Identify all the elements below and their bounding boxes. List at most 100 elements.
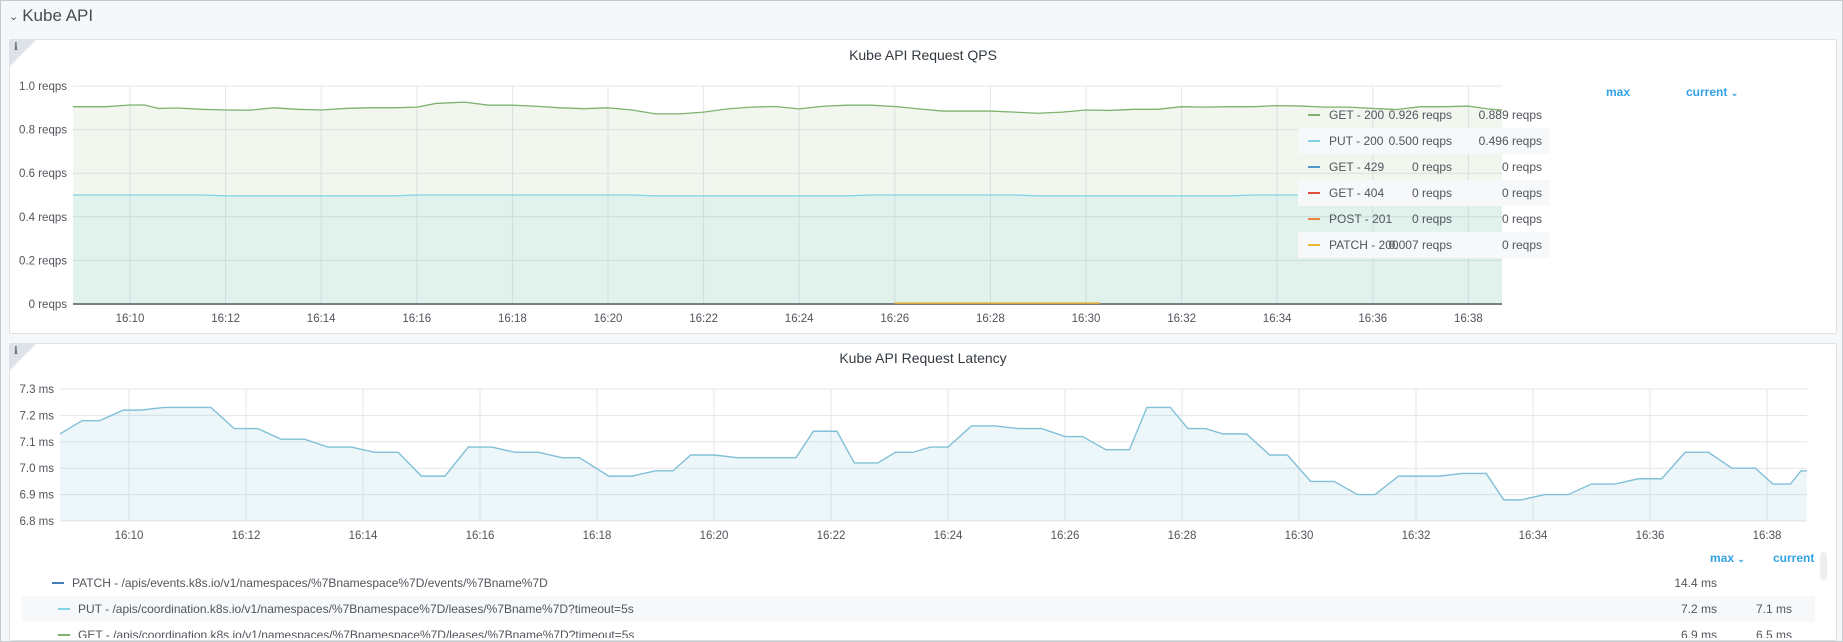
legend-swatch-icon (58, 634, 70, 636)
x-axis-label: 16:38 (1753, 530, 1782, 542)
panel-kube-api-request-latency: i Kube API Request Latency 6.8 ms 6.9 ms 7… (9, 343, 1837, 641)
series-put-200-area (73, 195, 1502, 304)
legend-row[interactable]: PUT - 200 0.496 reqps 0.500 reqps (1298, 128, 1550, 154)
y-axis-label: 0.8 reqps (19, 125, 67, 137)
legend-series-name[interactable]: GET - /apis/coordination.k8s.io/v1/names… (78, 628, 635, 638)
info-icon[interactable]: i (14, 42, 18, 53)
legend-series-name[interactable]: POST - 201 (1329, 212, 1393, 226)
panel-info-corner[interactable] (10, 344, 36, 370)
panel-info-corner[interactable] (10, 40, 36, 66)
x-axis-label: 16:10 (116, 313, 145, 325)
x-axis-label: 16:14 (307, 313, 336, 325)
x-axis-label: 16:34 (1519, 530, 1548, 542)
legend-row[interactable]: GET - 429 0 reqps 0 reqps (1298, 154, 1550, 180)
panel-kube-api-request-qps: i Kube API Request QPS 0 reqps 0.2 reqps 0… (9, 39, 1837, 334)
series-get-200-line (73, 101, 1503, 115)
legend-swatch-icon (1308, 218, 1320, 220)
legend-series-name[interactable]: PUT - /apis/coordination.k8s.io/v1/names… (78, 602, 634, 616)
sort-chevron-icon: ⌄ (1737, 554, 1745, 564)
series-put-200-line (73, 194, 1502, 197)
row-header-kube-api[interactable]: ⌄ Kube API (9, 5, 93, 27)
legend-swatch-icon (1308, 192, 1320, 194)
x-axis-label: 16:12 (232, 530, 261, 542)
legend-header-max-label: max (1710, 551, 1735, 565)
y-axis-label: 7.0 ms (19, 463, 54, 475)
legend-row[interactable]: GET - /apis/coordination.k8s.io/v1/names… (22, 622, 1815, 638)
y-axis-label: 0.4 reqps (19, 212, 67, 224)
qps-graph[interactable]: 0 reqps 0.2 reqps 0.4 reqps 0.6 reqps 0.8 re… (10, 40, 1510, 333)
latency-graph[interactable]: 6.8 ms 6.9 ms 7.0 ms 7.1 ms 7.2 ms 7.3 ms 16:1… (10, 344, 1836, 544)
info-icon[interactable]: i (14, 346, 18, 357)
legend-series-name[interactable]: GET - 200 (1329, 108, 1385, 122)
y-axis-label: 0.6 reqps (19, 168, 67, 180)
legend-current-value: 0.889 reqps (1478, 108, 1542, 122)
legend-max-value: 0 reqps (1411, 160, 1452, 174)
legend-row[interactable]: GET - 404 0 reqps 0 reqps (1298, 180, 1550, 206)
legend-series-name[interactable]: PUT - 200 (1329, 134, 1384, 148)
series-put-leases-line (59, 406, 1807, 501)
legend-header-current[interactable]: current (1773, 551, 1815, 565)
legend-max-value: 0.926 reqps (1388, 108, 1452, 122)
row-title: Kube API (22, 6, 94, 25)
y-axis-label: 7.1 ms (19, 437, 54, 449)
y-axis-label: 7.3 ms (19, 384, 54, 396)
panel-title[interactable]: Kube API Request Latency (839, 350, 1007, 366)
legend-series-name[interactable]: GET - 404 (1329, 186, 1385, 200)
x-axis-label: 16:26 (1051, 530, 1080, 542)
x-axis-label: 16:36 (1636, 530, 1665, 542)
x-axis-label: 16:28 (1168, 530, 1197, 542)
legend-row[interactable]: POST - 201 0 reqps 0 reqps (1298, 206, 1550, 232)
latency-legend: PATCH - /apis/events.k8s.io/v1/namespace… (10, 344, 1836, 638)
x-axis-label: 16:16 (402, 313, 431, 325)
x-axis-label: 16:28 (976, 313, 1005, 325)
x-axis-label: 16:24 (785, 313, 814, 325)
legend-series-name[interactable]: GET - 429 (1329, 160, 1385, 174)
legend-header-current[interactable]: current ⌄ (1686, 85, 1738, 99)
y-axis-label: 7.2 ms (19, 410, 54, 422)
x-axis-label: 16:22 (689, 313, 718, 325)
legend-max-value: 7.2 ms (1680, 602, 1717, 616)
legend-series-name[interactable]: PATCH - /apis/events.k8s.io/v1/namespace… (72, 576, 548, 590)
x-axis-label: 16:10 (115, 530, 144, 542)
legend-header-max[interactable]: max (1606, 85, 1631, 99)
legend-current-value: 7.1 ms (1755, 602, 1792, 616)
x-axis-label: 16:16 (466, 530, 495, 542)
legend-current-value: 6.5 ms (1755, 628, 1792, 638)
legend-swatch-icon (1308, 244, 1320, 246)
x-axis-label: 16:32 (1402, 530, 1431, 542)
legend-max-value: 0 reqps (1411, 186, 1452, 200)
x-axis-label: 16:26 (880, 313, 909, 325)
legend-max-value: 6.9 ms (1680, 628, 1717, 638)
legend-series-name[interactable]: PATCH - 200 (1329, 238, 1399, 252)
x-axis-label: 16:18 (583, 530, 612, 542)
x-axis-label: 16:22 (817, 530, 846, 542)
legend-swatch-icon (58, 608, 70, 610)
legend-swatch-icon (1308, 114, 1320, 116)
x-axis-label: 16:30 (1285, 530, 1314, 542)
legend-max-value: 0.500 reqps (1388, 134, 1452, 148)
legend-max-value: 0 reqps (1411, 212, 1452, 226)
panel-title[interactable]: Kube API Request QPS (849, 47, 997, 63)
x-axis-label: 16:14 (349, 530, 378, 542)
y-axis-label: 6.9 ms (19, 490, 54, 502)
legend-scrollbar[interactable] (1820, 552, 1827, 580)
legend-row[interactable]: PATCH - /apis/events.k8s.io/v1/namespace… (22, 570, 1815, 596)
x-axis-label: 16:36 (1358, 313, 1387, 325)
legend-current-value: 0 reqps (1501, 160, 1542, 174)
x-axis-label: 16:20 (700, 530, 729, 542)
legend-max-value: 14.4 ms (1674, 576, 1717, 590)
legend-row[interactable]: PATCH - 200 0 reqps 0.007 reqps (1298, 232, 1550, 258)
x-axis-label: 16:30 (1072, 313, 1101, 325)
sort-chevron-icon: ⌄ (1730, 88, 1739, 98)
legend-current-value: 0 reqps (1501, 186, 1542, 200)
x-axis-label: 16:32 (1167, 313, 1196, 325)
legend-header-max[interactable]: max ⌄ (1710, 551, 1745, 565)
legend-swatch-icon (52, 582, 64, 584)
y-axis-label: 6.8 ms (19, 516, 54, 528)
legend-header-current-label: current (1686, 85, 1728, 99)
x-axis-label: 16:12 (211, 313, 240, 325)
series-put-leases-area (60, 407, 1807, 521)
legend-row[interactable]: GET - 200 0.889 reqps 0.926 reqps (1298, 102, 1550, 128)
legend-row[interactable]: PUT - /apis/coordination.k8s.io/v1/names… (22, 596, 1815, 622)
